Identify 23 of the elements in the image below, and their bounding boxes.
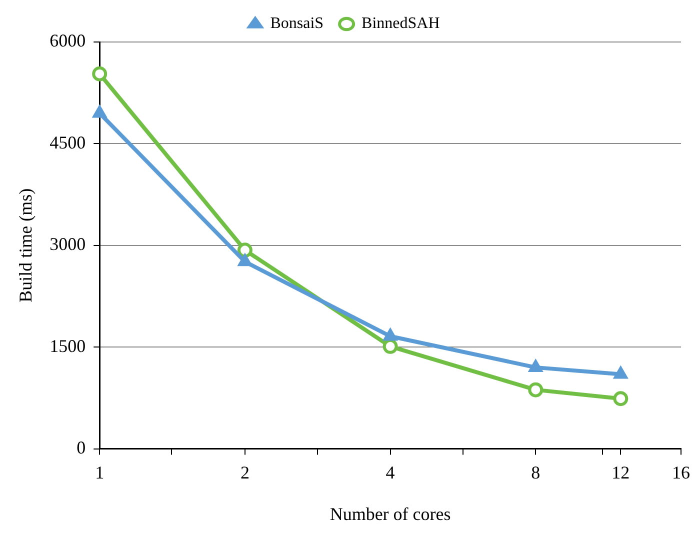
x-tick-label: 1: [95, 462, 104, 482]
point: [92, 106, 106, 118]
x-tick-label: 4: [386, 462, 395, 482]
point: [528, 360, 542, 372]
x-tick-label: 12: [612, 462, 630, 482]
legend-label: BinnedSAH: [362, 15, 440, 32]
y-tick-label: 4500: [50, 132, 86, 152]
y-tick-label: 0: [76, 438, 86, 458]
point: [238, 254, 252, 266]
y-tick-label: 3000: [50, 234, 86, 254]
y-tick-label: 6000: [50, 30, 86, 51]
point: [92, 66, 108, 82]
x-axis-title: Number of cores: [330, 504, 451, 524]
y-tick-label: 1500: [50, 336, 86, 356]
point: [382, 338, 398, 354]
y-axis-title: Build time (ms): [16, 188, 36, 302]
point: [384, 328, 397, 341]
point: [237, 242, 252, 258]
x-tick-label: 8: [531, 462, 540, 482]
x-tick-label: 16: [672, 462, 690, 482]
legend-label: BonsaiS: [270, 15, 324, 32]
point: [528, 382, 544, 398]
x-tick-label: 2: [240, 462, 250, 482]
